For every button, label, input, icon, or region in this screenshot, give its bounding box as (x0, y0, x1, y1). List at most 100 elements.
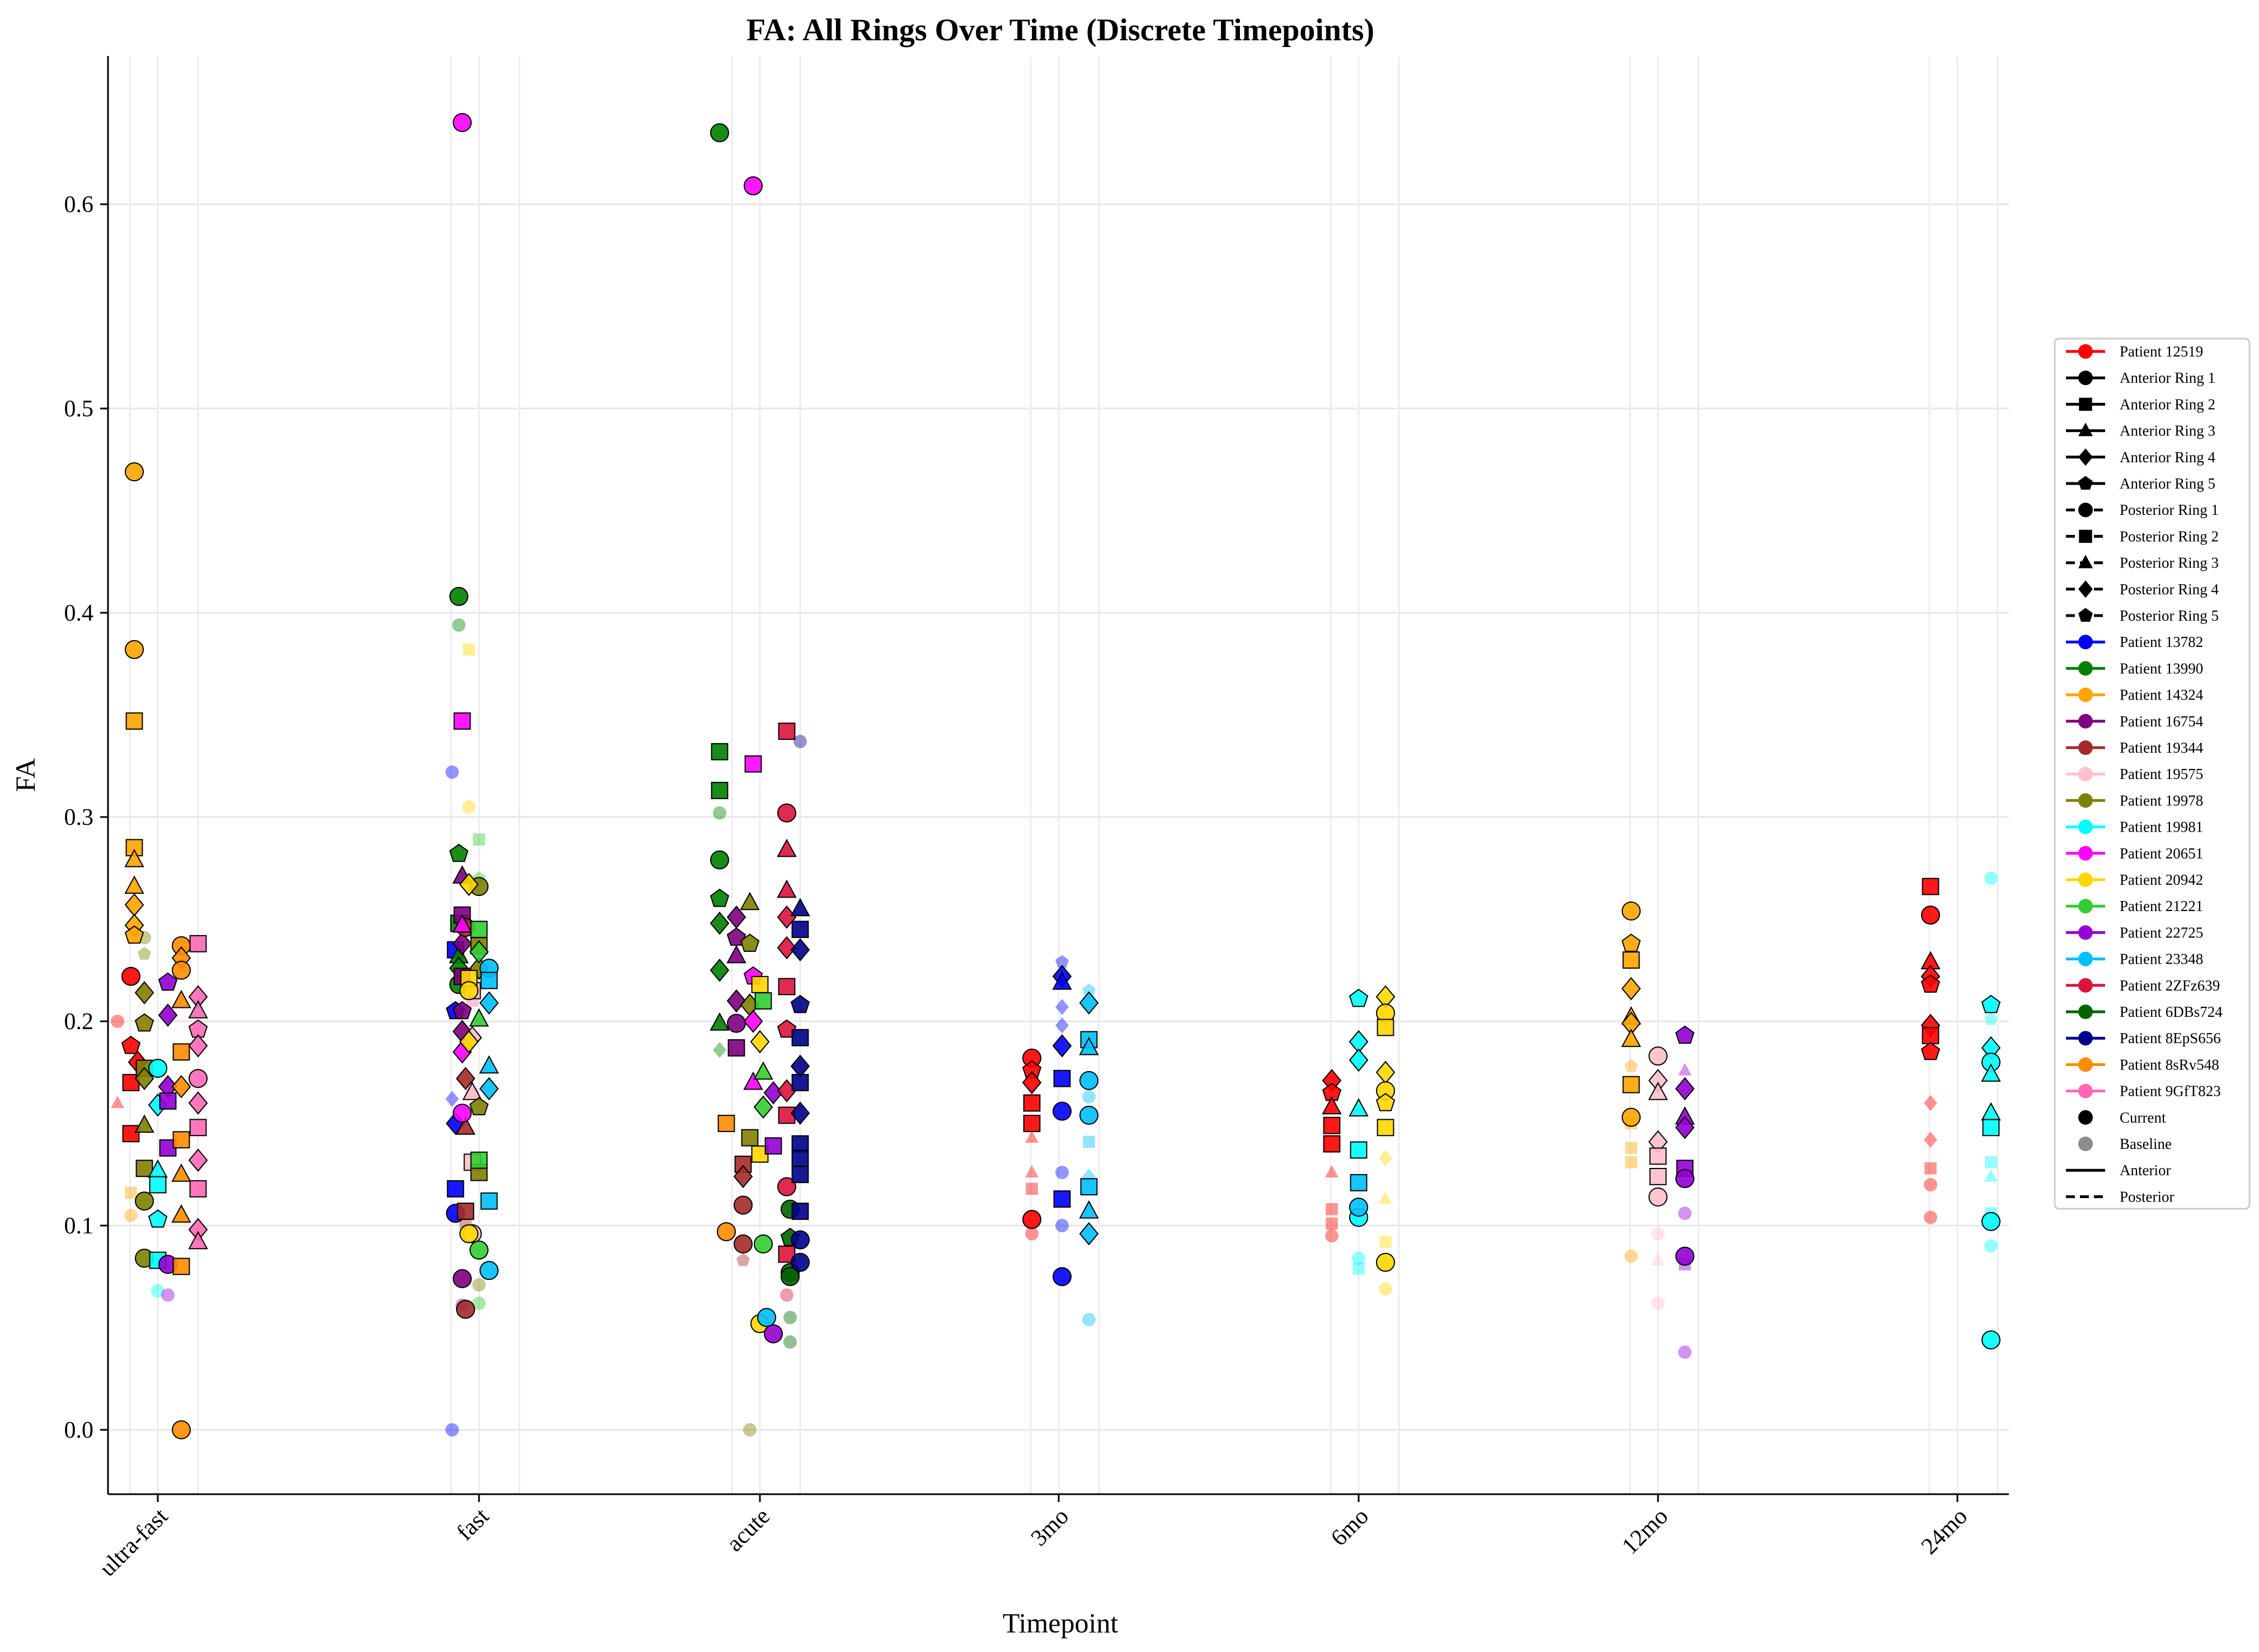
current-point (1023, 1094, 1041, 1112)
current-point (453, 1269, 472, 1288)
legend-item: Patient 19978 (2066, 792, 2203, 809)
baseline-point (1651, 1296, 1665, 1310)
legend-label: Current (2120, 1109, 2166, 1126)
legend-label: Posterior Ring 3 (2120, 555, 2219, 571)
baseline-point (1055, 1166, 1069, 1180)
y-tick-label: 0.0 (64, 1418, 94, 1443)
baseline-point (736, 1253, 750, 1266)
current-point (479, 1077, 499, 1101)
baseline-point (1352, 1262, 1365, 1275)
current-point (710, 888, 730, 907)
baseline-point (1083, 1135, 1095, 1148)
current-point (1376, 1252, 1395, 1272)
legend-marker (2078, 476, 2093, 490)
legend-label: Anterior Ring 1 (2120, 369, 2215, 386)
baseline-point (445, 1091, 459, 1107)
legend-label: Patient 2ZFz639 (2120, 977, 2220, 994)
baseline-point (1055, 999, 1069, 1015)
baseline-point (1624, 1249, 1638, 1263)
current-point (188, 1148, 208, 1172)
current-point (1052, 1034, 1072, 1058)
baseline-point (111, 1015, 124, 1028)
current-point (122, 1125, 140, 1143)
current-point (1349, 1048, 1369, 1072)
current-point (125, 712, 143, 730)
current-point (711, 743, 729, 761)
current-point (777, 838, 797, 857)
baseline-point (1379, 1150, 1392, 1166)
current-point (740, 933, 760, 952)
current-point (1080, 1178, 1098, 1196)
legend-marker (2078, 608, 2093, 622)
legend-label: Baseline (2120, 1135, 2172, 1152)
current-point (1622, 1076, 1640, 1093)
current-point (1675, 1077, 1695, 1101)
legend-item: Patient 16754 (2066, 713, 2204, 730)
current-point (1052, 971, 1072, 990)
current-point (733, 1165, 753, 1189)
baseline-point (445, 765, 459, 779)
legend-label: Patient 20942 (2120, 871, 2203, 888)
baseline-point (1325, 1165, 1339, 1178)
current-point (452, 932, 472, 956)
current-point (743, 1010, 763, 1033)
current-point (172, 1131, 190, 1149)
current-point (158, 972, 178, 991)
legend-marker (2078, 344, 2093, 359)
current-point (124, 848, 144, 867)
current-point (1349, 1098, 1369, 1116)
baseline-point (743, 1423, 757, 1437)
baseline-point (472, 1296, 486, 1310)
current-point (149, 1176, 167, 1194)
current-point (791, 1230, 810, 1250)
x-axis-label: Timepoint (1003, 1607, 1119, 1639)
current-point (171, 1075, 191, 1099)
current-point (1981, 1212, 2000, 1231)
legend-item: Anterior Ring 3 (2066, 423, 2215, 439)
baseline-point (1326, 1203, 1338, 1215)
baseline-point (1025, 1227, 1039, 1241)
legend: Patient 12519 Anterior Ring 1 Anterior Rin… (2054, 337, 2251, 1210)
legend-label: Patient 14324 (2120, 687, 2204, 703)
current-point (449, 586, 468, 606)
current-point (459, 1030, 479, 1054)
current-point (791, 1149, 809, 1167)
current-point (710, 958, 730, 982)
current-point (726, 945, 746, 964)
current-point (452, 1001, 472, 1020)
baseline-point (1924, 1178, 1937, 1191)
legend-item: Posterior (2066, 1188, 2175, 1205)
baseline-point (1379, 1282, 1392, 1296)
current-point (1981, 1063, 2001, 1082)
current-point (134, 1067, 154, 1090)
legend-marker (2078, 740, 2093, 755)
current-point (1079, 1036, 1099, 1055)
chart-title: FA: All Rings Over Time (Discrete Timepo… (746, 13, 1374, 48)
current-point (1053, 1069, 1071, 1087)
baseline-point (1352, 1251, 1365, 1265)
y-tick-label: 0.3 (64, 805, 94, 830)
current-point (1323, 1135, 1341, 1153)
legend-marker (2078, 714, 2093, 729)
current-point (791, 1029, 809, 1046)
current-point (172, 960, 191, 980)
current-point (455, 1067, 476, 1090)
data-points (111, 113, 2001, 1439)
current-point (1922, 877, 1939, 895)
current-point (148, 1058, 167, 1078)
baseline-point (1326, 1217, 1338, 1230)
current-point (1079, 1222, 1099, 1246)
legend-label: Posterior Ring 4 (2120, 581, 2219, 598)
current-point (790, 938, 810, 962)
legend-marker (2078, 846, 2093, 861)
legend-item: Patient 20651 (2066, 845, 2203, 862)
current-point (778, 722, 796, 740)
current-point (171, 1163, 191, 1182)
current-point (135, 1191, 154, 1211)
legend-item: Patient 19344 (2066, 739, 2204, 756)
legend-item: Patient 19981 (2066, 819, 2203, 836)
legend-item: Patient 8sRv548 (2066, 1056, 2219, 1073)
legend-item: Posterior Ring 1 (2066, 501, 2219, 518)
current-point (1079, 1105, 1098, 1125)
current-point (1350, 1174, 1368, 1191)
